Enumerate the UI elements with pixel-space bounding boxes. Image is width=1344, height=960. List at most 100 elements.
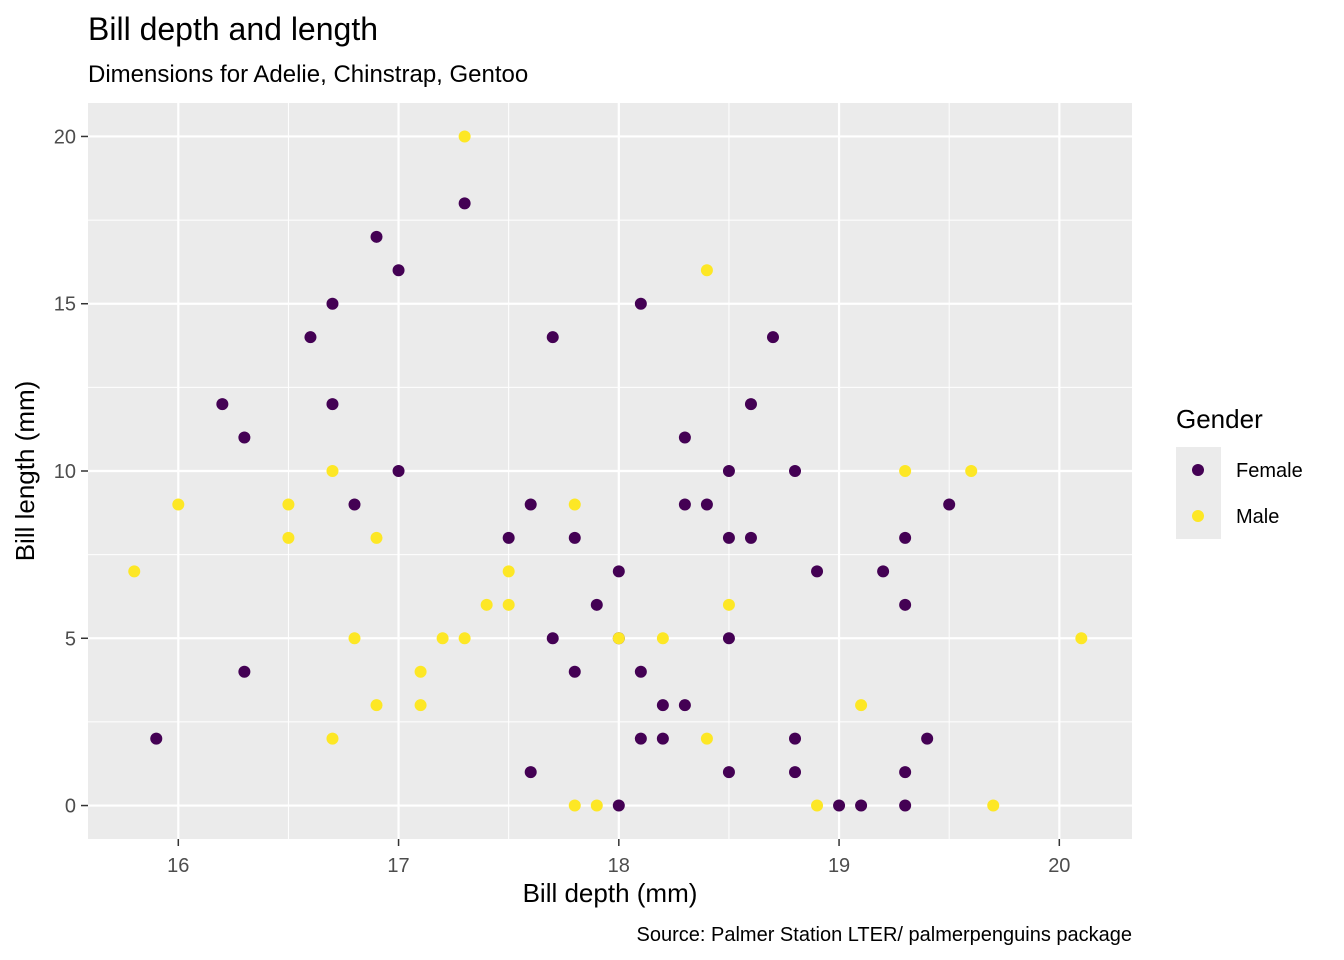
data-point-male (568, 799, 581, 812)
y-tick-label: 0 (65, 796, 76, 818)
x-tick-label: 19 (828, 855, 850, 877)
data-point-female (943, 498, 956, 511)
data-point-male (282, 498, 295, 511)
data-point-female (370, 230, 383, 243)
data-point-female (612, 799, 625, 812)
chart-subtitle: Dimensions for Adelie, Chinstrap, Gentoo (88, 61, 528, 88)
data-point-male (568, 498, 581, 511)
data-point-female (811, 565, 824, 578)
data-point-female (392, 465, 405, 477)
data-point-male (700, 732, 713, 745)
data-point-female (216, 398, 229, 411)
data-point-male (414, 699, 427, 712)
data-point-female (899, 799, 912, 812)
data-point-female (656, 732, 669, 745)
data-point-female (789, 465, 802, 477)
x-axis-title: Bill depth (mm) (523, 878, 698, 908)
data-point-male (326, 732, 339, 745)
data-point-male (987, 799, 1000, 812)
data-point-male (480, 598, 493, 611)
data-point-female (789, 766, 802, 779)
data-point-female (524, 766, 537, 779)
legend-key-female (1192, 464, 1204, 476)
data-point-female (789, 732, 802, 745)
data-point-female (568, 665, 581, 678)
data-point-female (722, 531, 735, 544)
data-point-female (634, 665, 647, 678)
data-point-male (348, 632, 361, 645)
data-point-female (326, 398, 339, 411)
x-tick-label: 16 (167, 855, 189, 877)
data-point-male (1075, 632, 1088, 645)
data-point-female (392, 264, 405, 277)
legend-label-female: Female (1236, 460, 1303, 482)
data-point-female (744, 398, 757, 411)
legend-label-male: Male (1236, 506, 1279, 528)
data-point-male (656, 632, 669, 645)
data-point-female (877, 565, 890, 578)
y-tick-label: 5 (65, 628, 76, 650)
data-point-female (921, 732, 934, 745)
legend: Gender Female Male (1176, 404, 1303, 539)
data-point-female (766, 331, 779, 344)
chart-caption: Source: Palmer Station LTER/ palmerpengu… (637, 924, 1132, 946)
data-point-male (172, 498, 185, 511)
data-point-female (722, 766, 735, 779)
data-point-male (326, 465, 339, 477)
data-point-female (546, 632, 559, 645)
data-point-male (458, 130, 471, 143)
data-point-female (656, 699, 669, 712)
y-tick-label: 20 (54, 126, 76, 148)
data-point-female (678, 498, 691, 511)
data-point-female (678, 431, 691, 444)
y-axis-title: Bill length (mm) (10, 381, 40, 562)
data-point-female (326, 297, 339, 310)
data-point-male (502, 565, 515, 578)
data-point-female (678, 699, 691, 712)
chart-title: Bill depth and length (88, 11, 378, 47)
data-point-male (502, 598, 515, 611)
data-point-male (700, 264, 713, 277)
data-point-female (634, 297, 647, 310)
legend-key-male (1192, 510, 1204, 522)
data-point-female (899, 598, 912, 611)
data-point-male (722, 598, 735, 611)
data-point-female (855, 799, 868, 812)
data-point-male (590, 799, 603, 812)
data-point-male (128, 565, 141, 578)
data-point-female (700, 498, 713, 511)
data-point-female (238, 431, 251, 444)
data-points (128, 130, 1088, 812)
data-point-female (348, 498, 361, 511)
data-point-female (612, 565, 625, 578)
data-point-female (722, 632, 735, 645)
x-tick-label: 17 (387, 855, 409, 877)
data-point-male (370, 699, 383, 712)
data-point-female (590, 598, 603, 611)
data-point-male (458, 632, 471, 645)
data-point-female (634, 732, 647, 745)
data-point-female (150, 732, 163, 745)
data-point-male (965, 465, 978, 477)
y-tick-label: 15 (54, 294, 76, 316)
data-point-male (414, 665, 427, 678)
data-point-male (370, 531, 383, 544)
data-point-female (502, 531, 515, 544)
data-point-female (833, 799, 846, 812)
axis-ticks: 16 17 18 19 20 0 5 10 15 20 (54, 126, 1071, 877)
x-tick-label: 20 (1048, 855, 1070, 877)
data-point-male (899, 465, 912, 477)
data-point-male (855, 699, 868, 712)
data-point-male (282, 531, 295, 544)
data-point-female (568, 531, 581, 544)
data-point-female (744, 531, 757, 544)
legend-title: Gender (1176, 404, 1263, 434)
data-point-female (546, 331, 559, 344)
data-point-female (899, 766, 912, 779)
data-point-male (612, 632, 625, 645)
data-point-female (238, 665, 251, 678)
data-point-female (304, 331, 317, 344)
data-point-female (458, 197, 471, 210)
data-point-male (811, 799, 824, 812)
